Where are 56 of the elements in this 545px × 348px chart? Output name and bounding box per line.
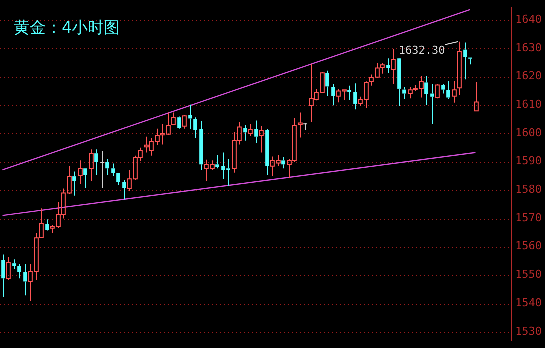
y-tick-label: 1640 bbox=[516, 12, 542, 26]
candlestick bbox=[430, 84, 434, 125]
y-tick-label: 1540 bbox=[516, 296, 542, 310]
candlestick bbox=[457, 41, 462, 96]
candlestick bbox=[348, 85, 352, 101]
candlestick bbox=[46, 219, 50, 230]
candlestick bbox=[424, 76, 428, 106]
candlestick bbox=[94, 149, 98, 176]
candlestick bbox=[446, 80, 450, 100]
y-tick-label: 1550 bbox=[516, 268, 542, 282]
candlestick bbox=[2, 254, 6, 298]
y-tick-label: 1560 bbox=[516, 240, 542, 253]
candlestick bbox=[282, 157, 286, 170]
candlestick bbox=[78, 160, 83, 185]
candlestick bbox=[200, 120, 204, 171]
candlestick bbox=[332, 84, 336, 106]
candlestick bbox=[122, 180, 126, 200]
candlestick bbox=[89, 149, 94, 182]
y-tick-label: 1570 bbox=[516, 211, 542, 224]
candlestick bbox=[468, 58, 472, 66]
candlestick bbox=[452, 80, 457, 104]
candlestick bbox=[188, 104, 192, 130]
candlestick bbox=[386, 58, 390, 74]
y-tick-label: 1630 bbox=[516, 41, 542, 54]
candlestick bbox=[24, 264, 28, 296]
candlestick bbox=[72, 171, 76, 196]
candlestick bbox=[216, 154, 220, 170]
candlestick bbox=[259, 126, 264, 154]
candlestick bbox=[178, 116, 182, 130]
candlestick bbox=[464, 42, 468, 80]
y-tick-label: 1580 bbox=[516, 183, 542, 196]
candlestick bbox=[194, 117, 198, 139]
y-tick-label: 1600 bbox=[516, 126, 542, 140]
candlestick bbox=[354, 83, 358, 110]
candlestick bbox=[402, 87, 406, 100]
candlestick bbox=[266, 128, 270, 176]
candlestick bbox=[244, 125, 248, 142]
candlestick bbox=[254, 120, 258, 144]
candlestick bbox=[100, 150, 105, 189]
y-tick-label: 1590 bbox=[516, 154, 542, 168]
candlestick bbox=[116, 173, 120, 186]
annotation: 1632.30 bbox=[398, 44, 446, 57]
text: 黄金：4小时图 bbox=[14, 18, 120, 39]
candlestick bbox=[391, 48, 396, 85]
candlestick bbox=[84, 168, 88, 189]
candlestick bbox=[474, 82, 479, 112]
y-tick-label: 1530 bbox=[516, 324, 542, 338]
candlestick bbox=[398, 58, 402, 108]
candlestick bbox=[112, 163, 116, 178]
y-tick-label: 1620 bbox=[516, 70, 542, 83]
candlestick bbox=[442, 84, 446, 94]
candlestick bbox=[106, 158, 110, 176]
candlestick bbox=[18, 264, 22, 280]
y-tick-label: 1610 bbox=[516, 98, 542, 111]
candlestick bbox=[12, 259, 16, 270]
candlestick bbox=[326, 70, 330, 97]
